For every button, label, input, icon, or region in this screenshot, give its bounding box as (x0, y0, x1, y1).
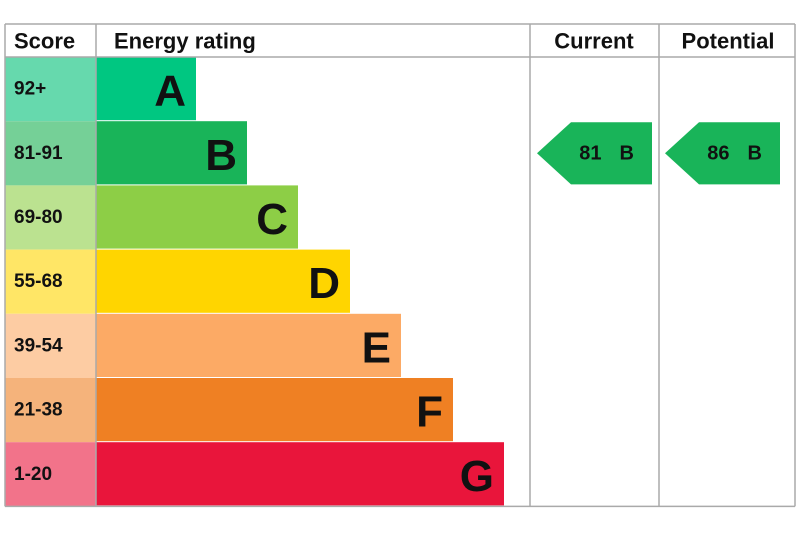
score-label: 81-91 (14, 143, 63, 164)
score-header: Score (14, 29, 75, 54)
score-label: 21-38 (14, 400, 63, 421)
rating-bar (96, 249, 350, 313)
rating-bar (96, 185, 298, 249)
rows: 92+ A 81-91 B 69-80 C 55-68 D 39-54 E 21-38 F 1-20 G (5, 57, 504, 507)
potential-arrow: 86 B (665, 122, 780, 185)
current-arrow: 81 B (537, 122, 652, 185)
current-header: Current (554, 29, 634, 54)
score-cell (5, 442, 96, 507)
arrow-shape (665, 122, 780, 185)
score-label: 55-68 (14, 271, 63, 292)
rating-header: Energy rating (114, 29, 256, 54)
score-cell (5, 313, 96, 378)
arrow-shape (537, 122, 652, 185)
grid (4, 23, 796, 508)
potential-header: Potential (682, 29, 775, 54)
arrow-score: 86 (707, 142, 729, 164)
score-cell (5, 121, 96, 186)
score-label: 92+ (14, 79, 46, 100)
arrow-band: B (748, 142, 762, 164)
rating-bar (96, 442, 504, 506)
arrow-score: 81 (579, 142, 601, 164)
rating-bar (96, 378, 453, 442)
band-letter: B (205, 131, 237, 180)
score-cell (5, 378, 96, 443)
band-letter: C (256, 195, 288, 244)
score-label: 69-80 (14, 207, 63, 228)
score-cell (5, 57, 96, 122)
score-cell (5, 249, 96, 314)
rating-bar (96, 57, 196, 121)
band-letter: E (362, 323, 391, 372)
rating-bar (96, 313, 401, 377)
arrow-band: B (620, 142, 634, 164)
score-label: 39-54 (14, 335, 63, 356)
band-letter: D (308, 259, 340, 308)
band-letter: A (154, 67, 186, 116)
rating-bar (96, 121, 247, 185)
band-letter: F (416, 388, 443, 437)
score-label: 1-20 (14, 464, 52, 485)
band-letter: G (460, 452, 494, 501)
score-cell (5, 185, 96, 250)
header: Score Energy rating Current Potential (14, 29, 774, 54)
